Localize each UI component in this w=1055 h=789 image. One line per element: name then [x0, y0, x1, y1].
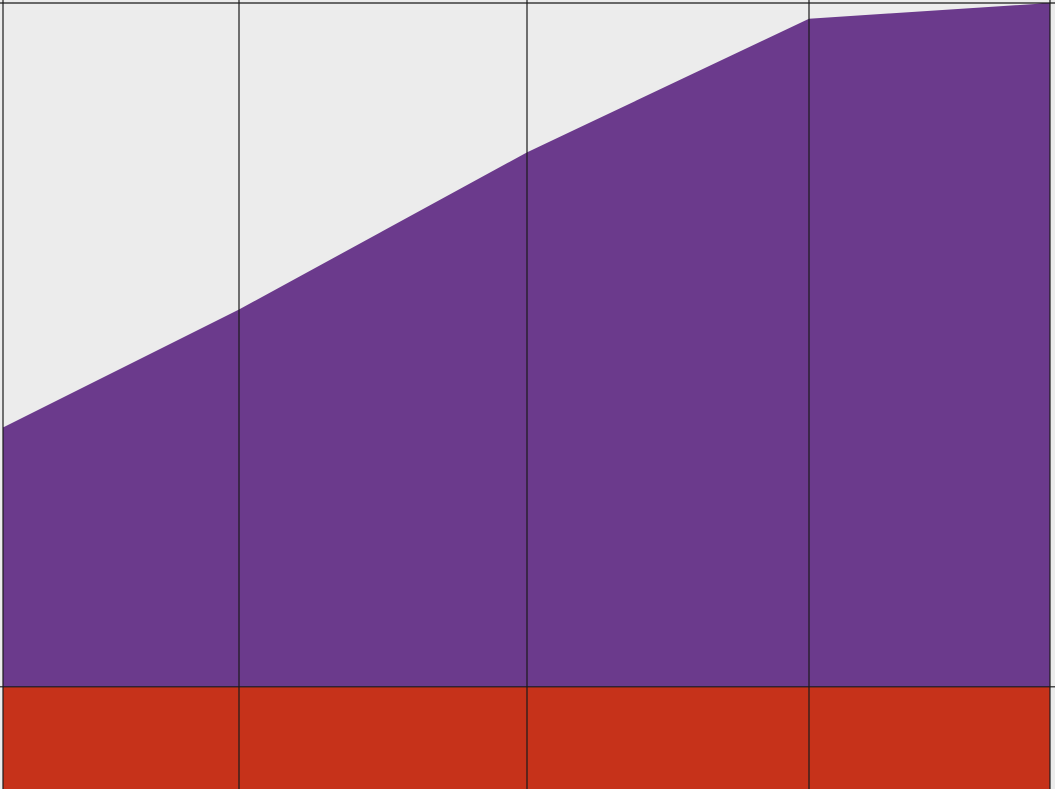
area-chart	[0, 0, 1055, 789]
chart-canvas	[0, 0, 1055, 789]
grid-layer	[0, 0, 1055, 789]
